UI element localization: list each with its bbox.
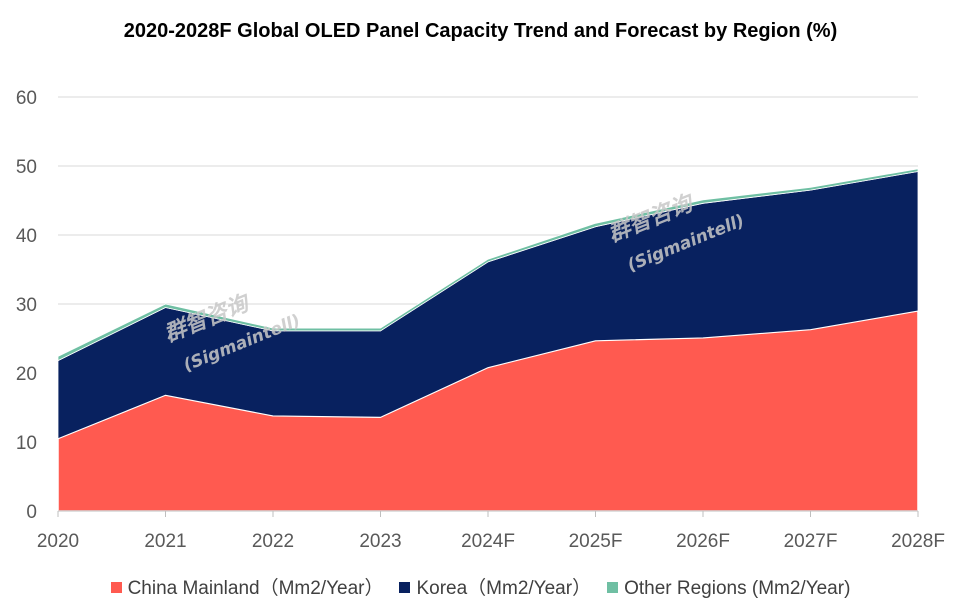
x-tick-label: 2027F [784, 531, 838, 552]
legend-swatch [607, 582, 619, 593]
x-tick-label: 2025F [569, 531, 623, 552]
chart-legend: China Mainland（Mm2/Year） Korea（Mm2/Year） O… [0, 573, 961, 600]
y-tick-label: 50 [16, 157, 37, 178]
x-tick-label: 2020 [37, 531, 79, 552]
legend-label: Other Regions (Mm2/Year) [624, 578, 851, 599]
legend-swatch [110, 582, 122, 593]
y-tick-label: 0 [26, 502, 37, 523]
legend-item: China Mainland（Mm2/Year） [110, 573, 384, 600]
y-tick-label: 10 [16, 433, 37, 454]
legend-label: China Mainland（Mm2/Year） [127, 578, 384, 599]
x-tick-label: 2026F [676, 531, 730, 552]
x-tick-label: 2021 [144, 531, 186, 552]
y-tick-label: 30 [16, 295, 37, 316]
y-tick-label: 60 [16, 88, 37, 109]
legend-item: Korea（Mm2/Year） [399, 573, 591, 600]
legend-item: Other Regions (Mm2/Year) [607, 578, 850, 600]
legend-label: Korea（Mm2/Year） [416, 578, 592, 599]
area-series-3 [57, 168, 919, 361]
x-tick-label: 2024F [461, 531, 515, 552]
chart-title: 2020-2028F Global OLED Panel Capacity Tr… [123, 20, 838, 42]
y-tick-label: 40 [16, 226, 37, 247]
x-tick-label: 2028F [891, 531, 945, 552]
legend-swatch [399, 582, 411, 593]
x-tick-label: 2023 [359, 531, 401, 552]
y-tick-label: 20 [16, 364, 37, 385]
x-tick-label: 2022 [252, 531, 294, 552]
